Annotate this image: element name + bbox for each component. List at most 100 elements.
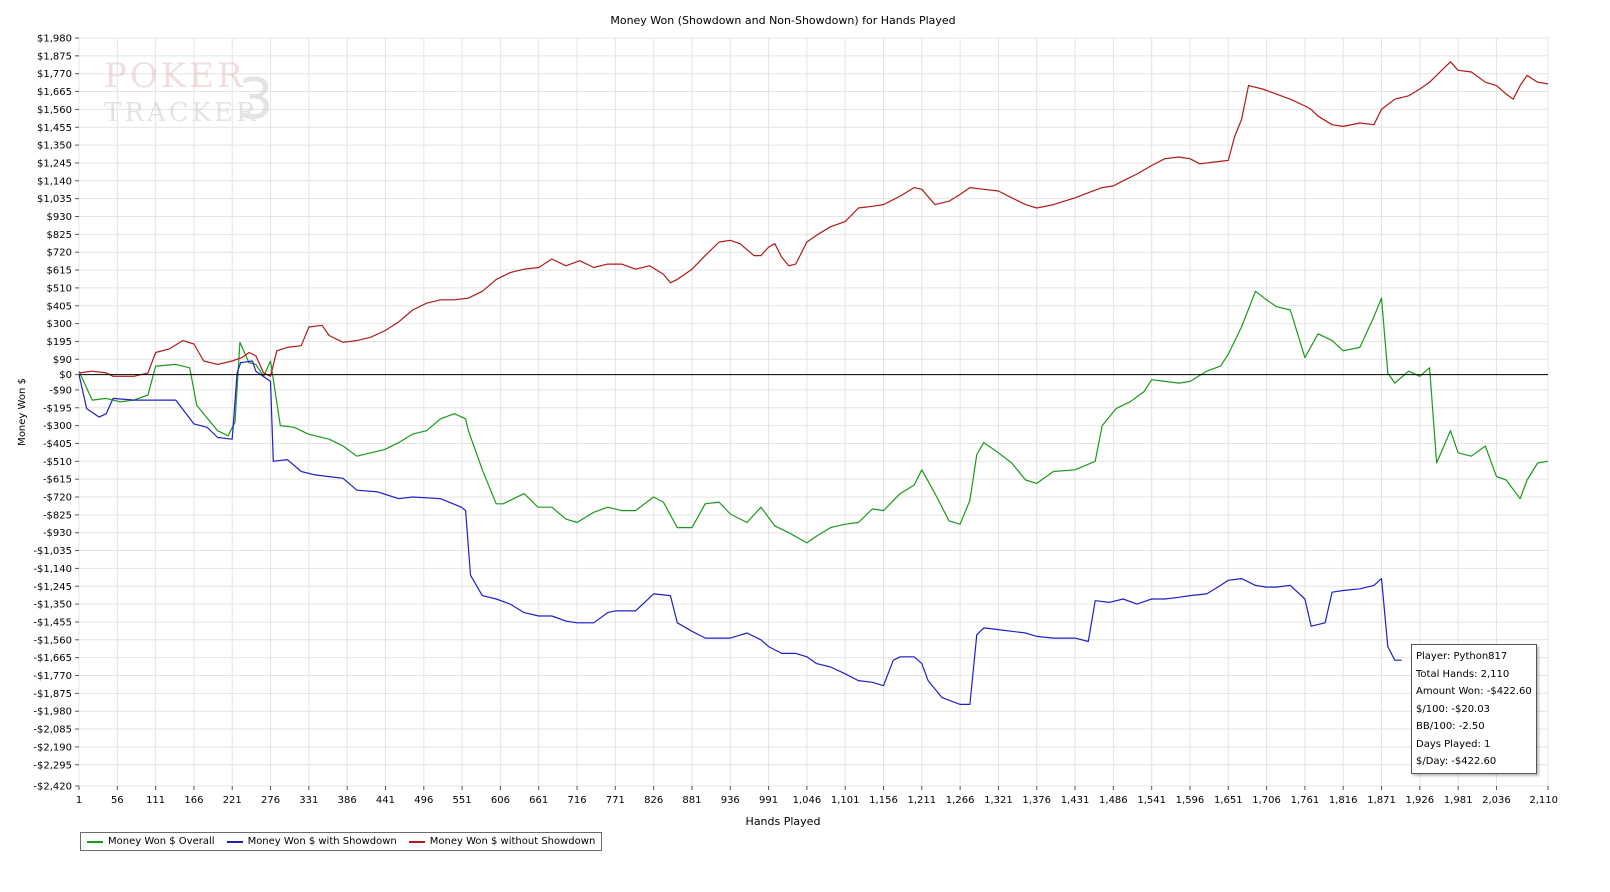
stat-total-hands: Total Hands: 2,110 (1416, 668, 1510, 680)
y-tick-label: -$1,140 (33, 564, 72, 575)
stat-per-100: $/100: -$20.03 (1416, 703, 1490, 715)
y-tick-label: $1,980 (37, 34, 72, 45)
y-tick-label: -$195 (43, 403, 72, 414)
x-tick-label: 1,706 (1252, 795, 1281, 806)
x-tick-label: 1,651 (1214, 795, 1243, 806)
y-tick-label: -$1,560 (33, 635, 72, 646)
chart-legend: Money Won $ Overall Money Won $ with Sho… (80, 832, 603, 851)
x-tick-label: 1,981 (1444, 795, 1473, 806)
x-tick-label: 166 (184, 795, 203, 806)
x-tick-label: 771 (606, 795, 625, 806)
x-tick-label: 1,156 (869, 795, 898, 806)
x-tick-label: 2,110 (1529, 795, 1558, 806)
x-tick-label: 606 (491, 795, 510, 806)
y-tick-label: $90 (53, 355, 72, 366)
x-axis-label: Hands Played (746, 815, 821, 828)
x-tick-label: 441 (376, 795, 395, 806)
x-tick-label: 1,486 (1099, 795, 1128, 806)
y-tick-label: -$930 (43, 528, 72, 539)
x-tick-label: 1,926 (1406, 795, 1435, 806)
y-tick-label: $1,140 (37, 176, 72, 187)
y-tick-label: -$1,245 (33, 582, 72, 593)
y-tick-label: -$825 (43, 510, 72, 521)
y-tick-label: $1,770 (37, 69, 72, 80)
x-tick-label: 111 (146, 795, 165, 806)
y-tick-label: $1,035 (37, 194, 72, 205)
y-tick-label: $0 (59, 370, 72, 381)
player-stats-box: Player: Python817 Total Hands: 2,110 Amo… (1411, 644, 1537, 774)
x-tick-label: 1 (76, 795, 82, 806)
x-tick-label: 1,761 (1291, 795, 1320, 806)
x-tick-label: 2,036 (1482, 795, 1511, 806)
x-tick-label: 1,541 (1137, 795, 1166, 806)
chart-title: Money Won (Showdown and Non-Showdown) fo… (610, 14, 955, 27)
x-tick-label: 331 (299, 795, 318, 806)
x-tick-label: 991 (759, 795, 778, 806)
x-tick-label: 1,321 (984, 795, 1013, 806)
x-tick-label: 1,376 (1022, 795, 1051, 806)
y-tick-label: -$1,035 (33, 546, 72, 557)
series-lines (78, 61, 1549, 705)
x-tick-label: 1,431 (1061, 795, 1090, 806)
watermark-line2: TRACKER (104, 98, 259, 128)
y-tick-label: $405 (47, 301, 72, 312)
y-tick-label: -$1,875 (33, 689, 72, 700)
y-tick-label: -$510 (43, 457, 72, 468)
x-tick-label: 551 (453, 795, 472, 806)
x-tick-label: 661 (529, 795, 548, 806)
poker-tracker-watermark: POKER TRACKER 3 (104, 56, 274, 132)
x-tick-label: 716 (567, 795, 586, 806)
y-tick-label: $1,560 (37, 105, 72, 116)
watermark-mark: 3 (238, 67, 274, 132)
legend-item-non-showdown: Money Won $ without Showdown (403, 833, 602, 850)
y-tick-label: -$90 (49, 385, 72, 396)
x-tick-label: 1,596 (1176, 795, 1205, 806)
y-axis-label: Money Won $ (17, 378, 28, 446)
y-tick-label: $930 (47, 212, 72, 223)
x-tick-label: 386 (338, 795, 357, 806)
legend-swatch-showdown (226, 840, 243, 843)
y-tick-label: $615 (47, 266, 72, 277)
y-tick-label: -$300 (43, 421, 72, 432)
y-tick-label: -$1,350 (33, 600, 72, 611)
y-tick-label: $1,245 (37, 158, 72, 169)
x-tick-label: 881 (682, 795, 701, 806)
x-tick-label: 1,101 (831, 795, 860, 806)
y-axis: $1,980 $1,875 $1,770 $1,665 $1,560 $1,455 $1,3… (33, 34, 79, 793)
y-tick-label: -$1,770 (33, 671, 72, 682)
stat-per-day: $/Day: -$422.60 (1416, 756, 1497, 767)
y-tick-label: $720 (47, 248, 72, 259)
legend-swatch-overall (87, 840, 103, 843)
stat-amount-won: Amount Won: -$422.60 (1416, 686, 1532, 697)
x-tick-label: 1,871 (1367, 795, 1396, 806)
legend-label-showdown: Money Won $ with Showdown (247, 836, 397, 847)
y-tick-label: $510 (47, 283, 72, 294)
y-tick-label: -$615 (43, 475, 72, 486)
y-tick-label: -$2,420 (33, 782, 72, 793)
legend-label-overall: Money Won $ Overall (108, 836, 215, 847)
y-tick-label: $1,350 (37, 141, 72, 152)
legend-item-overall: Money Won $ Overall (81, 833, 221, 850)
series-line-showdown (78, 360, 1402, 705)
y-tick-label: -$1,665 (33, 653, 72, 664)
y-tick-label: -$2,190 (33, 742, 72, 753)
x-tick-label: 221 (223, 795, 242, 806)
grid-lines (78, 37, 1549, 787)
y-tick-label: $1,455 (37, 123, 72, 134)
y-tick-label: -$1,980 (33, 707, 72, 718)
series-line-overall (78, 290, 1549, 544)
stat-player: Player: Python817 (1416, 651, 1508, 662)
y-tick-label: -$2,085 (33, 725, 72, 736)
y-tick-label: $1,665 (37, 87, 72, 98)
watermark-line1: POKER (104, 56, 246, 96)
y-tick-label: $195 (47, 337, 72, 348)
x-tick-label: 56 (111, 795, 124, 806)
x-tick-label: 826 (644, 795, 663, 806)
x-tick-label: 1,046 (793, 795, 822, 806)
x-tick-label: 1,266 (946, 795, 975, 806)
stat-days-played: Days Played: 1 (1416, 738, 1491, 750)
y-tick-label: -$720 (43, 493, 72, 504)
y-tick-label: -$405 (43, 439, 72, 450)
y-tick-label: $1,875 (37, 51, 72, 62)
